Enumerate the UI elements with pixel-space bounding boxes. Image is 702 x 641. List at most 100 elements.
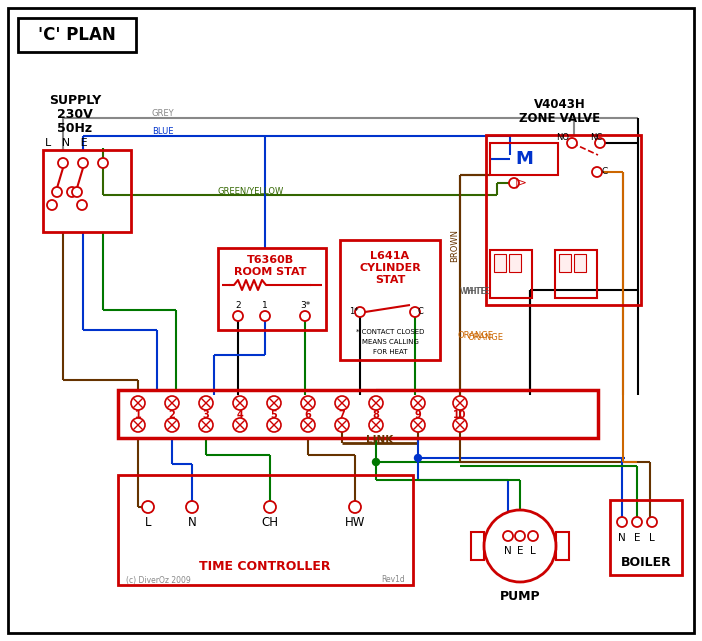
- Circle shape: [617, 517, 627, 527]
- Circle shape: [47, 200, 57, 210]
- Text: 230V: 230V: [57, 108, 93, 121]
- Circle shape: [528, 531, 538, 541]
- Circle shape: [131, 418, 145, 432]
- Text: LINK: LINK: [366, 435, 394, 445]
- Bar: [118, 475, 413, 585]
- Bar: [486, 135, 641, 305]
- Text: NO: NO: [557, 133, 569, 142]
- Bar: [18, 18, 136, 52]
- Circle shape: [267, 396, 281, 410]
- Bar: [556, 532, 569, 560]
- Circle shape: [52, 187, 62, 197]
- Circle shape: [300, 311, 310, 321]
- Text: 5: 5: [271, 410, 277, 419]
- Circle shape: [98, 158, 108, 168]
- Bar: [118, 390, 598, 438]
- Circle shape: [67, 187, 77, 197]
- Bar: [574, 254, 586, 272]
- Text: PUMP: PUMP: [500, 590, 541, 603]
- Bar: [494, 254, 506, 272]
- Circle shape: [453, 418, 467, 432]
- Bar: [509, 254, 521, 272]
- Circle shape: [165, 418, 179, 432]
- Text: N: N: [618, 533, 626, 543]
- Circle shape: [349, 501, 361, 513]
- Text: SUPPLY: SUPPLY: [49, 94, 101, 106]
- Text: 10: 10: [453, 410, 467, 419]
- Text: FOR HEAT: FOR HEAT: [373, 349, 407, 355]
- Circle shape: [410, 307, 420, 317]
- Circle shape: [595, 138, 605, 148]
- Text: 1*: 1*: [350, 308, 359, 317]
- Text: 50Hz: 50Hz: [58, 122, 93, 135]
- Text: ORANGE: ORANGE: [468, 333, 504, 342]
- Circle shape: [233, 396, 247, 410]
- Text: GREEN/YELLOW: GREEN/YELLOW: [217, 187, 283, 196]
- Text: ORANGE: ORANGE: [458, 331, 494, 340]
- Text: 6: 6: [305, 410, 312, 419]
- Bar: [43, 150, 131, 232]
- Circle shape: [233, 311, 243, 321]
- Circle shape: [301, 396, 315, 410]
- Text: (c) DiverOz 2009: (c) DiverOz 2009: [126, 576, 191, 585]
- Circle shape: [484, 510, 556, 582]
- Circle shape: [301, 418, 315, 432]
- Circle shape: [369, 418, 383, 432]
- Text: V4043H: V4043H: [534, 99, 586, 112]
- Text: ZONE VALVE: ZONE VALVE: [519, 112, 601, 124]
- Circle shape: [58, 158, 68, 168]
- Circle shape: [233, 418, 247, 432]
- Text: ROOM STAT: ROOM STAT: [234, 267, 306, 277]
- Circle shape: [369, 396, 383, 410]
- Circle shape: [509, 178, 519, 188]
- Text: L: L: [649, 533, 655, 543]
- Circle shape: [592, 167, 602, 177]
- Text: E: E: [634, 533, 640, 543]
- Circle shape: [373, 458, 380, 465]
- Text: STAT: STAT: [375, 275, 405, 285]
- Text: 2: 2: [168, 410, 176, 419]
- Circle shape: [411, 396, 425, 410]
- Circle shape: [165, 396, 179, 410]
- Bar: [490, 143, 558, 175]
- Text: N: N: [187, 517, 197, 529]
- Circle shape: [131, 396, 145, 410]
- Text: CYLINDER: CYLINDER: [359, 263, 421, 273]
- Circle shape: [77, 200, 87, 210]
- Bar: [490, 250, 532, 298]
- Text: L641A: L641A: [371, 251, 409, 261]
- Circle shape: [453, 396, 467, 410]
- Circle shape: [72, 187, 82, 197]
- Text: 3*: 3*: [300, 301, 310, 310]
- Circle shape: [260, 311, 270, 321]
- Text: 3: 3: [203, 410, 209, 419]
- Circle shape: [411, 418, 425, 432]
- Bar: [218, 248, 326, 330]
- Text: MEANS CALLING: MEANS CALLING: [362, 339, 418, 345]
- Text: 7: 7: [338, 410, 345, 419]
- Circle shape: [267, 418, 281, 432]
- Circle shape: [515, 531, 525, 541]
- Text: WHITE: WHITE: [460, 287, 487, 296]
- Circle shape: [503, 531, 513, 541]
- Text: 1: 1: [262, 301, 268, 310]
- Circle shape: [414, 454, 421, 462]
- Circle shape: [142, 501, 154, 513]
- Circle shape: [78, 158, 88, 168]
- Text: GREY: GREY: [152, 110, 175, 119]
- Text: 9: 9: [415, 410, 421, 419]
- Circle shape: [567, 138, 577, 148]
- Text: 8: 8: [373, 410, 380, 419]
- Text: NC: NC: [590, 133, 602, 142]
- Bar: [559, 254, 571, 272]
- Circle shape: [199, 396, 213, 410]
- Text: M: M: [515, 150, 533, 168]
- Text: 1: 1: [135, 410, 141, 419]
- Text: N: N: [504, 546, 512, 556]
- Text: WHITE: WHITE: [463, 287, 491, 296]
- Text: CH: CH: [262, 517, 279, 529]
- Text: 4: 4: [237, 410, 244, 419]
- Text: L   N   E: L N E: [45, 138, 87, 148]
- Text: L: L: [145, 517, 151, 529]
- Text: L: L: [530, 546, 536, 556]
